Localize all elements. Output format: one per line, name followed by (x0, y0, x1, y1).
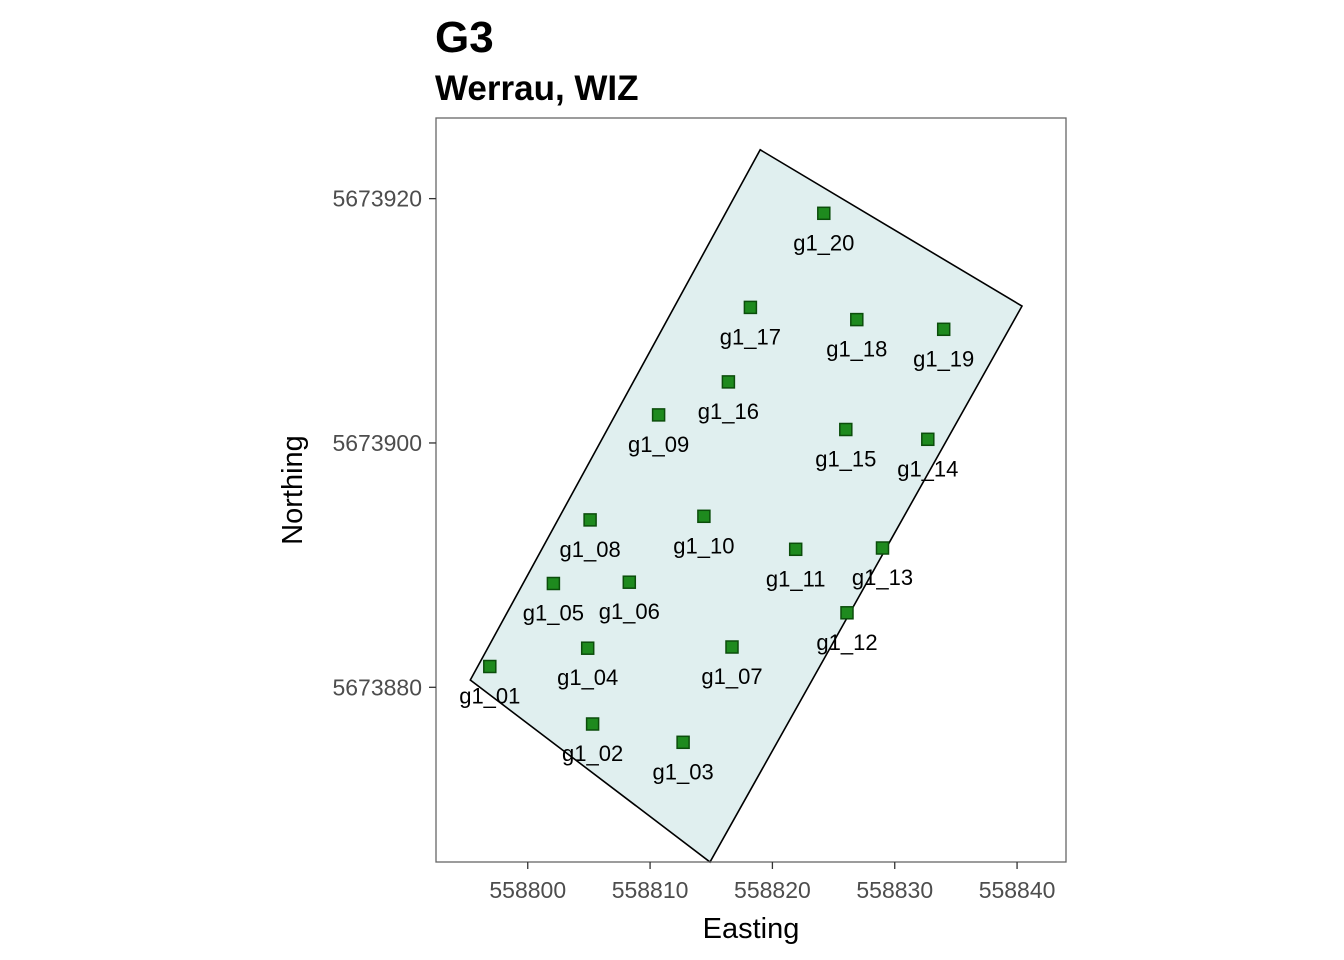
data-label-g1-13: g1_13 (852, 565, 913, 590)
data-point-g1-03 (676, 735, 690, 750)
data-label-g1-04: g1_04 (557, 665, 618, 690)
data-label-g1-12: g1_12 (816, 630, 877, 655)
y-axis-title: Northing (277, 435, 309, 545)
chart-title: G3 (435, 13, 494, 62)
x-axis-title: Easting (703, 913, 800, 945)
data-label-g1-02: g1_02 (562, 741, 623, 766)
data-point-g1-05 (546, 576, 561, 591)
data-point-g1-14 (921, 432, 935, 447)
data-label-g1-05: g1_05 (523, 601, 584, 626)
data-point-g1-18 (850, 312, 864, 327)
field-boundary-polygon (469, 148, 1024, 864)
sample-point-labels: g1_01 g1_02 g1_03 g1_04 g1_05 g1_06 g1_07 g1_08… (459, 230, 974, 784)
y-tick-label: 5673900 (332, 430, 422, 456)
x-tick-label: 558830 (856, 877, 933, 903)
y-tick-label: 5673880 (332, 674, 422, 700)
data-label-g1-10: g1_10 (673, 533, 734, 558)
x-tick-label: 558810 (612, 877, 689, 903)
data-point-g1-13 (875, 541, 890, 555)
data-label-g1-06: g1_06 (599, 599, 660, 624)
data-point-g1-09 (651, 408, 666, 422)
data-label-g1-08: g1_08 (560, 537, 621, 562)
data-point-g1-20 (817, 206, 831, 221)
data-label-g1-03: g1_03 (653, 759, 714, 784)
data-point-g1-02 (585, 717, 600, 731)
sample-points (483, 206, 951, 750)
x-axis: 558800 558810 558820 558830 558840 (489, 862, 1055, 903)
x-tick-label: 558800 (489, 877, 566, 903)
data-label-g1-11: g1_11 (766, 566, 826, 591)
data-point-g1-15 (839, 422, 853, 437)
data-label-g1-17: g1_17 (720, 324, 781, 349)
data-label-g1-01: g1_01 (459, 684, 520, 709)
data-point-g1-19 (936, 322, 951, 337)
data-label-g1-20: g1_20 (793, 230, 854, 255)
data-label-g1-18: g1_18 (826, 337, 887, 362)
data-point-g1-08 (583, 513, 597, 527)
data-point-g1-10 (697, 509, 711, 524)
x-tick-label: 558840 (979, 877, 1056, 903)
data-label-g1-16: g1_16 (698, 399, 759, 424)
y-axis: 5673880 5673900 5673920 (332, 186, 436, 700)
data-point-g1-01 (483, 659, 497, 674)
plot-panel: g1_01 g1_02 g1_03 g1_04 g1_05 g1_06 g1_07 g1_08… (435, 117, 1067, 864)
data-point-g1-06 (622, 575, 637, 589)
data-point-g1-16 (721, 375, 736, 389)
x-tick-label: 558820 (734, 877, 811, 903)
data-point-g1-17 (743, 300, 758, 315)
data-point-g1-12 (840, 606, 854, 620)
data-label-g1-09: g1_09 (628, 432, 689, 457)
data-point-g1-11 (788, 542, 803, 557)
data-label-g1-19: g1_19 (913, 346, 974, 371)
data-point-g1-07 (725, 640, 739, 654)
data-label-g1-07: g1_07 (701, 664, 762, 689)
data-point-g1-04 (580, 641, 595, 655)
y-tick-label: 5673920 (332, 186, 422, 212)
data-label-g1-14: g1_14 (897, 456, 958, 481)
data-label-g1-15: g1_15 (815, 447, 876, 472)
panel-border (435, 117, 1067, 863)
chart-subtitle: Werrau, WIZ (435, 69, 639, 108)
